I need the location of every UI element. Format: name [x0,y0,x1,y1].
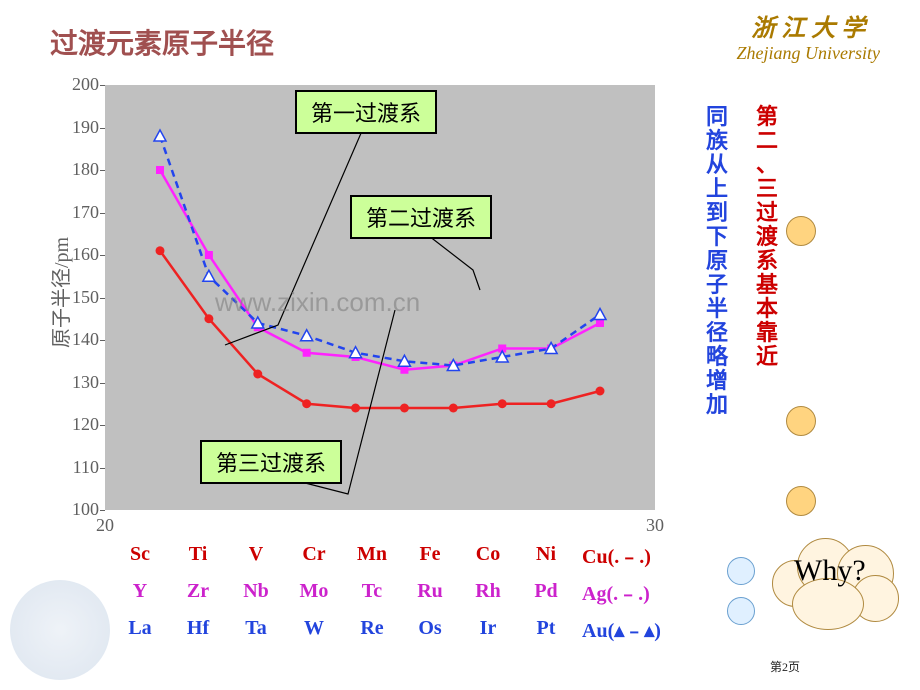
vertical-text-0: 同族从上到下原子半径略增加 [705,105,729,417]
element-cell: Co [460,537,516,572]
element-cell: Pd [518,574,574,609]
element-cell: Mo [286,574,342,609]
element-cell: Ir [460,611,516,646]
ytick: 110 [63,457,99,478]
bubble-1 [786,406,816,436]
page-number: 第2页 [770,658,800,675]
logo-cn: 浙 江 大 学 [737,8,880,43]
ytick: 200 [63,74,99,95]
y-axis-label: 原子半径/pm [45,236,74,347]
bubble-0 [786,216,816,246]
cloud-why-text: Why? [794,554,866,588]
element-cell: Nb [228,574,284,609]
ytick: 120 [63,414,99,435]
element-cell: Os [402,611,458,646]
element-cell: Cu(.﹣.) [576,537,682,572]
element-cell: W [286,611,342,646]
element-cell: Ta [228,611,284,646]
element-cell: Y [112,574,168,609]
element-cell: La [112,611,168,646]
ytick: 130 [63,372,99,393]
ytick: 190 [63,117,99,138]
element-cell: V [228,537,284,572]
element-cell: Ag(.﹣.) [576,574,682,609]
element-cell: Hf [170,611,226,646]
element-cell: Sc [112,537,168,572]
university-logo: 浙 江 大 学 Zhejiang University [737,8,880,64]
thought-cloud: Why? [772,530,902,630]
element-cell: Tc [344,574,400,609]
element-cell: Ti [170,537,226,572]
element-cell: Pt [518,611,574,646]
element-cell: Cr [286,537,342,572]
element-cell: Mn [344,537,400,572]
callout-2: 第三过渡系 [200,440,342,484]
bubble-3 [727,557,755,585]
page-title: 过渡元素原子半径 [50,22,274,62]
vertical-text-1: 第二、三过渡系基本靠近 [755,105,779,369]
bubble-4 [727,597,755,625]
callout-1: 第二过渡系 [350,195,492,239]
element-cell: Ru [402,574,458,609]
element-cell: Rh [460,574,516,609]
bubble-2 [786,486,816,516]
element-cell: Re [344,611,400,646]
element-cell: Fe [402,537,458,572]
element-cell: Au(▴﹣▴) [576,611,682,646]
callout-0: 第一过渡系 [295,90,437,134]
ytick: 170 [63,202,99,223]
ytick: 180 [63,159,99,180]
logo-en: Zhejiang University [737,43,880,64]
xtick: 20 [90,515,120,536]
element-cell: Ni [518,537,574,572]
watermark-text: www.zixin.com.cn [215,287,420,318]
university-seal-watermark [10,580,110,680]
xtick: 30 [640,515,670,536]
element-cell: Zr [170,574,226,609]
